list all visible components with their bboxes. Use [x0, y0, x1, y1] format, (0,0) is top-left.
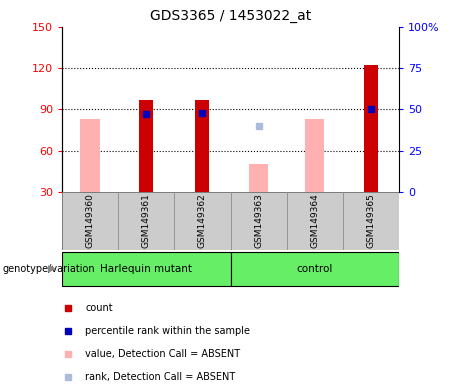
Text: rank, Detection Call = ABSENT: rank, Detection Call = ABSENT [85, 372, 235, 382]
Bar [364, 65, 378, 192]
Text: GSM149363: GSM149363 [254, 194, 263, 248]
Text: GSM149361: GSM149361 [142, 194, 151, 248]
Text: GSM149365: GSM149365 [366, 194, 375, 248]
Bar [230, 192, 287, 250]
Title: GDS3365 / 1453022_at: GDS3365 / 1453022_at [150, 9, 311, 23]
Text: GSM149364: GSM149364 [310, 194, 319, 248]
Bar [62, 192, 118, 250]
Text: genotype/variation: genotype/variation [2, 264, 95, 274]
Text: GSM149362: GSM149362 [198, 194, 207, 248]
Bar [195, 100, 209, 192]
Text: control: control [296, 264, 333, 274]
Bar [139, 100, 154, 192]
Bar [81, 119, 100, 192]
Text: count: count [85, 303, 112, 313]
Bar [230, 252, 399, 286]
Text: value, Detection Call = ABSENT: value, Detection Call = ABSENT [85, 349, 240, 359]
Bar [305, 119, 325, 192]
Bar [174, 192, 230, 250]
Bar [249, 164, 268, 192]
Bar [118, 192, 174, 250]
Bar [287, 192, 343, 250]
Bar [343, 192, 399, 250]
Text: GSM149360: GSM149360 [86, 194, 95, 248]
Bar [62, 252, 230, 286]
Text: percentile rank within the sample: percentile rank within the sample [85, 326, 250, 336]
Text: Harlequin mutant: Harlequin mutant [100, 264, 192, 274]
